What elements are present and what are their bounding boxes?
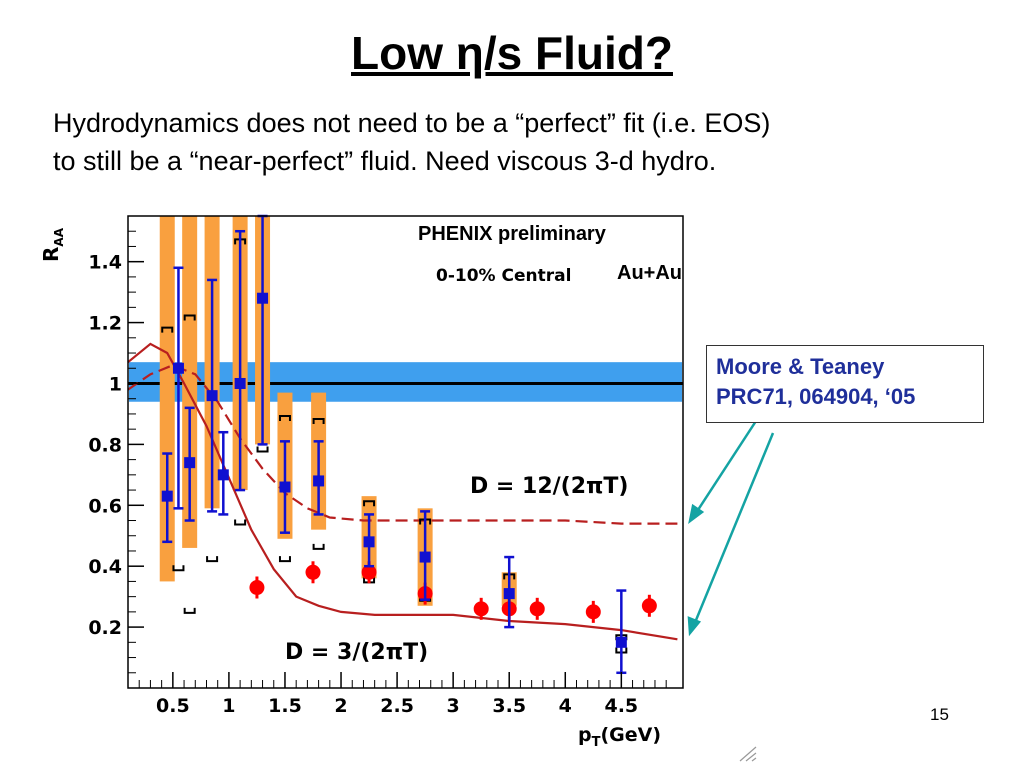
eta-point-5	[234, 377, 246, 389]
sys-bracket-2-0	[183, 607, 196, 614]
sys-bracket-6-0	[256, 446, 269, 453]
y-tick-label-6: 1.4	[88, 252, 122, 274]
y-tick-label-5: 1.2	[88, 313, 122, 335]
x-tick-label-1: 1	[222, 695, 235, 717]
sys-bracket-1-0	[172, 565, 185, 572]
pizero-point-0	[249, 580, 265, 596]
sys-bracket-3-0	[206, 556, 219, 563]
y-tick-label-0: 0.2	[88, 617, 122, 639]
y-tick-label-3: 0.8	[88, 434, 122, 456]
curve-label-d3: D = 3/(2πT)	[285, 640, 428, 665]
y-axis-label-sub: AA	[52, 227, 66, 246]
x-axis-label-sub: T	[592, 735, 601, 750]
chart-centrality-label: 0-10% Central	[436, 266, 571, 286]
x-axis-label-main: p	[578, 724, 592, 746]
sys-bracket-7-1	[278, 414, 291, 421]
x-axis-label: pT(GeV)	[578, 724, 661, 750]
eta-point-11	[503, 588, 515, 600]
slide-number: 15	[930, 705, 949, 724]
resize-grip-icon	[739, 746, 757, 762]
sys-bracket-8-0	[312, 543, 325, 550]
y-axis-label: RAA	[39, 227, 66, 262]
eta-point-2	[184, 457, 196, 469]
y-tick-label-4: 1	[109, 373, 122, 395]
eta-point-0	[161, 490, 173, 502]
callout-line-2: PRC71, 064904, ‘05	[716, 384, 916, 409]
model-curve-d3	[127, 342, 678, 641]
eta-point-10	[419, 551, 431, 563]
x-tick-label-5: 3	[447, 695, 460, 717]
x-tick-label-8: 4.5	[604, 695, 638, 717]
callout-arrow-lower	[692, 432, 775, 626]
pizero-point-6	[529, 601, 545, 617]
callout-line-1: Moore & Teaney	[716, 354, 885, 379]
sys-bracket-7-0	[278, 556, 291, 563]
x-tick-label-2: 1.5	[268, 695, 302, 717]
callout-arrowhead-upper	[688, 503, 705, 524]
callout-arrow-upper	[694, 420, 758, 514]
x-tick-label-6: 3.5	[492, 695, 526, 717]
x-axis-label-unit: (GeV)	[600, 724, 661, 746]
curve-label-d12: D = 12/(2πT)	[470, 474, 629, 499]
callout-arrowhead-lower	[687, 616, 702, 637]
chart-title: PHENIX preliminary	[418, 223, 607, 245]
sys-bracket-0-1	[161, 326, 174, 333]
sys-bracket-8-1	[312, 418, 325, 425]
pizero-point-1	[305, 564, 321, 580]
callout-arrows	[687, 420, 775, 637]
subtitle-line-1: Hydrodynamics does not need to be a “per…	[53, 108, 771, 138]
sys-box-0	[159, 216, 175, 582]
reference-band	[129, 362, 682, 402]
eta-point-6	[257, 292, 269, 304]
pizero-point-8	[641, 598, 657, 614]
pizero-point-7	[585, 604, 601, 620]
eta-point-8	[313, 475, 325, 487]
y-axis-label-main: R	[39, 247, 63, 262]
eta-point-3	[206, 390, 218, 402]
eta-point-4	[217, 469, 229, 481]
slide-subtitle: Hydrodynamics does not need to be a “per…	[53, 104, 993, 180]
reference-callout-box: Moore & Teaney PRC71, 064904, ‘05	[706, 345, 984, 423]
sys-bracket-9-1	[363, 500, 376, 507]
model-curve-d12	[127, 364, 678, 525]
eta-point-7	[279, 481, 291, 493]
x-tick-label-0: 0.5	[156, 695, 190, 717]
eta-point-1	[172, 362, 184, 374]
eta-point-12	[615, 636, 627, 648]
x-tick-label-4: 2.5	[380, 695, 414, 717]
pizero-point-2	[361, 564, 377, 580]
y-tick-label-2: 0.6	[88, 495, 122, 517]
chart-system-label: Au+Au	[617, 262, 682, 284]
pizero-point-4	[473, 601, 489, 617]
eta-point-9	[363, 536, 375, 548]
sys-bracket-2-1	[183, 314, 196, 321]
x-tick-label-3: 2	[334, 695, 347, 717]
y-tick-label-1: 0.4	[88, 556, 122, 578]
plot-frame	[127, 215, 684, 689]
sys-bracket-5-0	[234, 519, 247, 526]
subtitle-line-2: to still be a “near-perfect” fluid. Need…	[53, 146, 717, 176]
slide-title: Low η/s Fluid?	[351, 27, 673, 79]
x-tick-label-7: 4	[559, 695, 572, 717]
